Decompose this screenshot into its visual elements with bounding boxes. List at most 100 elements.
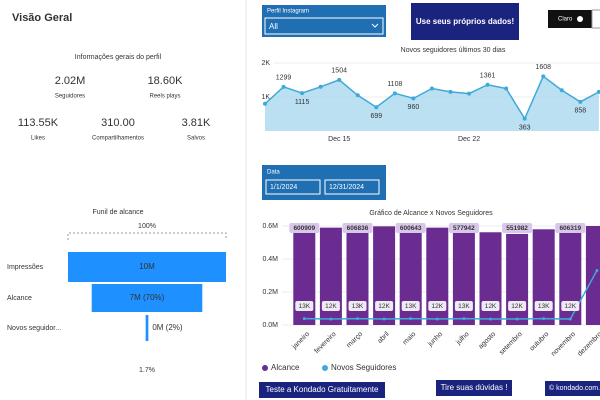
value-label: 13K	[352, 303, 364, 310]
bar	[373, 226, 396, 325]
point	[448, 89, 453, 94]
bar	[559, 224, 582, 325]
kpi-value: 2.02M	[55, 75, 86, 87]
bar	[399, 225, 422, 325]
bar	[479, 232, 502, 325]
value-label: 13K	[299, 303, 311, 310]
value-label: 7M (70%)	[130, 293, 165, 302]
value-label: 1608	[535, 64, 551, 71]
point	[429, 86, 434, 91]
annotation: 100%	[138, 223, 156, 230]
point	[522, 116, 527, 121]
value-label: 12K	[565, 303, 577, 310]
point	[329, 317, 333, 321]
point	[337, 77, 342, 82]
kpi-label: Salvos	[187, 136, 205, 142]
y-tick-label: 0.2M	[262, 289, 278, 296]
bar	[426, 227, 449, 325]
value-label: 606836	[347, 225, 369, 232]
category-label: Impressões	[7, 264, 44, 271]
bar	[293, 225, 316, 325]
funnel-bar	[68, 252, 226, 282]
help-button[interactable]	[436, 380, 512, 396]
date-end-text: 12/31/2024	[329, 184, 364, 191]
kpi-label: Compartilhamentos	[92, 136, 144, 142]
label-box	[289, 223, 320, 233]
theme-toggle[interactable]	[548, 10, 592, 28]
value-label: 12K	[485, 303, 497, 310]
label-box	[395, 223, 426, 233]
value-label: 1361	[480, 73, 496, 80]
label-box	[502, 223, 533, 233]
point	[485, 82, 490, 87]
value-label: 13K	[405, 303, 417, 310]
category-label: Alcance	[7, 295, 32, 302]
dropdown[interactable]	[264, 17, 384, 35]
y-tick-label: 0.6M	[262, 223, 278, 230]
label-box	[534, 301, 553, 311]
chart-title: Gráfico de Alcance x Novos Seguidores	[369, 210, 493, 217]
kpi-value: 18.60K	[148, 75, 184, 87]
trial-button[interactable]	[259, 382, 385, 398]
bar	[319, 227, 342, 325]
date-start[interactable]	[265, 179, 321, 195]
value-label: 12K	[432, 303, 444, 310]
section-title: Informações gerais do perfil	[75, 54, 162, 61]
y-tick-label: 0.4M	[262, 256, 278, 263]
site-button[interactable]	[545, 381, 600, 396]
slicer-label: Data	[267, 170, 280, 176]
point	[318, 84, 323, 89]
point	[462, 317, 466, 321]
point	[392, 91, 397, 96]
point	[568, 317, 572, 321]
kpi-value: 113.55K	[18, 117, 59, 129]
point	[435, 317, 439, 321]
kpi-value: 3.81K	[182, 117, 211, 129]
kpi-label: Reels plays	[149, 94, 180, 100]
x-tick-label: Dec 22	[458, 136, 480, 143]
value-label: 1108	[387, 81, 402, 88]
date-start-text: 1/1/2024	[270, 184, 297, 191]
area	[265, 76, 599, 131]
label-box	[561, 301, 580, 311]
label-box	[481, 301, 500, 311]
line	[304, 270, 598, 320]
point	[382, 317, 386, 321]
value-label: 600643	[400, 225, 422, 232]
chart-title: Novos seguidores últimos 30 dias	[401, 47, 506, 54]
value-label: 12K	[511, 303, 523, 310]
toggle-label: Claro	[558, 17, 573, 23]
value-label: 1504	[331, 68, 347, 75]
label-box	[375, 301, 394, 311]
legend-label: Novos Seguidores	[331, 363, 396, 372]
point	[263, 101, 267, 106]
own-data-button[interactable]	[411, 3, 519, 40]
legend-label: Alcance	[271, 363, 300, 372]
bracket	[67, 232, 227, 240]
point	[302, 317, 306, 321]
value-label: 600909	[293, 225, 315, 232]
point	[281, 84, 286, 89]
date-end[interactable]	[324, 179, 380, 195]
label-box	[508, 301, 527, 311]
page-title: Visão Geral	[12, 12, 72, 24]
point	[356, 317, 359, 321]
value-label: 13K	[458, 303, 470, 310]
button-label: Teste a Kondado Gratuitamente	[266, 385, 380, 394]
bar	[585, 226, 600, 325]
profile-slicer	[262, 5, 386, 37]
label-box	[454, 301, 473, 311]
slicer-label: Perfil Instagram	[267, 9, 309, 15]
label-box	[448, 223, 479, 233]
toggle-off[interactable]	[591, 9, 600, 29]
bar	[506, 233, 529, 325]
label-box	[321, 301, 340, 311]
point	[409, 317, 413, 321]
point	[515, 317, 519, 321]
y-tick-label: 2K	[261, 60, 270, 67]
kpi-label: Seguidores	[55, 94, 85, 100]
value-label: 960	[408, 104, 420, 111]
legend-marker	[322, 365, 328, 371]
button-label: © kondado.com.br	[549, 384, 600, 392]
